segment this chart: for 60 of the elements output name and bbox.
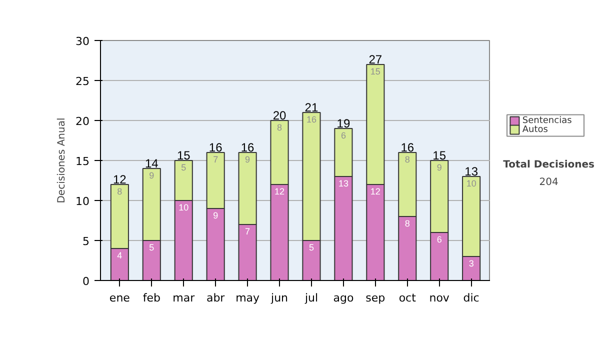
- text: Total Decisiones: [503, 160, 595, 170]
- data-label: 5: [181, 162, 186, 173]
- data-label: 5: [149, 242, 154, 253]
- x-tick-label: jul: [304, 292, 318, 304]
- total-label: 21: [304, 100, 318, 115]
- data-label: 8: [277, 122, 282, 133]
- total-label: 12: [113, 172, 127, 187]
- data-label: 8: [404, 154, 410, 165]
- x-tick-label: abr: [206, 292, 226, 304]
- total-label: 15: [432, 148, 446, 163]
- y-tick-label: 5: [82, 235, 90, 248]
- y-tick-label: 30: [76, 35, 90, 48]
- y-tick-label: 20: [76, 115, 90, 128]
- legend-label: Autos: [522, 124, 548, 135]
- y-tick-label: 10: [76, 195, 90, 208]
- y-tick-label: 25: [76, 75, 90, 88]
- x-tick-label: mar: [172, 292, 196, 304]
- data-label: 6: [340, 130, 346, 141]
- data-label: 9: [245, 154, 250, 165]
- data-label: 12: [370, 186, 380, 197]
- data-label: 9: [436, 162, 442, 173]
- total-label: 14: [144, 156, 159, 171]
- x-tick-label: may: [236, 292, 260, 304]
- total-label: 16: [208, 140, 223, 155]
- y-tick-label: 0: [82, 275, 90, 288]
- x-tick-label: sep: [366, 292, 386, 304]
- total-label: 19: [336, 116, 350, 131]
- x-tick-label: feb: [142, 292, 160, 304]
- y-axis-title: Decisiones Anual: [56, 118, 68, 204]
- total-label: 13: [464, 164, 478, 179]
- x-tick-label: dic: [463, 292, 480, 304]
- data-label: 9: [149, 170, 154, 181]
- x-tick-label: jun: [270, 292, 288, 304]
- data-label: 13: [338, 178, 348, 189]
- total-label: 16: [400, 140, 414, 155]
- x-tick-label: oct: [398, 292, 417, 304]
- data-label: 10: [178, 202, 189, 213]
- x-tick-label: nov: [429, 292, 450, 304]
- data-label: 7: [213, 154, 218, 165]
- data-label: 8: [117, 186, 122, 197]
- data-label: 15: [370, 66, 380, 77]
- data-label: 9: [213, 210, 218, 221]
- data-label: 8: [404, 218, 410, 229]
- data-label: 3: [468, 258, 474, 269]
- y-tick-label: 15: [76, 155, 90, 168]
- legend-label: Sentencias: [522, 116, 572, 126]
- data-label: 16: [306, 114, 316, 125]
- data-label: 4: [117, 250, 122, 261]
- data-label: 10: [466, 178, 476, 189]
- total-label: 20: [272, 108, 287, 123]
- total-label: 16: [240, 140, 255, 155]
- x-tick-label: ene: [109, 292, 130, 304]
- data-label: 7: [245, 226, 250, 237]
- text: 204: [539, 176, 558, 188]
- data-label: 6: [436, 234, 442, 245]
- data-label: 12: [274, 186, 285, 197]
- data-label: 5: [308, 242, 314, 253]
- total-label: 15: [176, 148, 191, 163]
- x-tick-label: ago: [333, 292, 354, 304]
- total-label: 27: [368, 52, 382, 67]
